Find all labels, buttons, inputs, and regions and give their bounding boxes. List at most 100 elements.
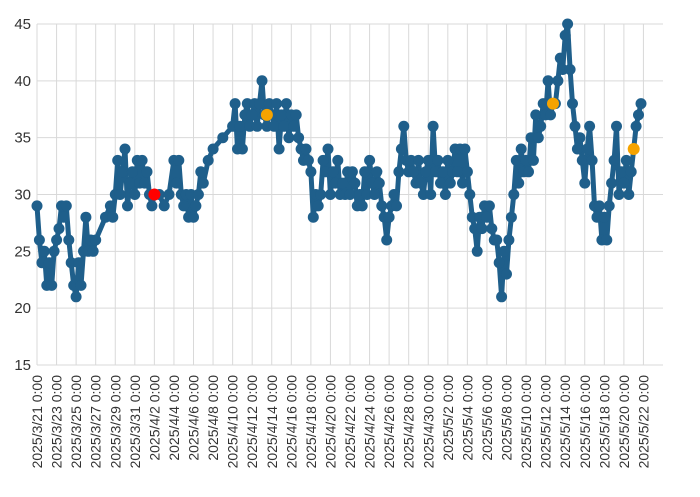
data-point — [435, 177, 446, 189]
x-tick-label: 2025/4/20 0:00 — [322, 375, 338, 469]
x-tick-label: 2025/4/28 0:00 — [401, 375, 417, 469]
x-axis: 2025/3/21 0:00 2025/3/23 0:00 2025/3/25 0:… — [29, 375, 651, 469]
data-point — [312, 200, 324, 212]
data-point — [523, 166, 534, 178]
data-point — [356, 200, 368, 212]
data-point — [337, 177, 349, 189]
x-tick-label: 2025/3/29 0:00 — [107, 375, 123, 469]
data-point — [633, 109, 644, 121]
data-point — [393, 166, 405, 178]
data-point — [136, 154, 148, 166]
data-point — [398, 120, 410, 132]
x-tick-label: 2025/4/30 0:00 — [420, 375, 436, 469]
data-point — [623, 189, 635, 200]
highlight-point — [627, 143, 640, 155]
data-point — [122, 200, 133, 212]
data-point — [615, 166, 627, 178]
data-point — [618, 177, 630, 189]
y-tick-label: 20 — [14, 300, 31, 317]
data-point — [505, 211, 517, 223]
x-tick-label: 2025/5/8 0:00 — [499, 375, 515, 461]
data-point — [278, 120, 290, 132]
data-point — [271, 98, 283, 110]
data-point — [229, 98, 241, 110]
data-point — [574, 132, 586, 144]
data-point — [576, 154, 588, 166]
data-point — [60, 200, 72, 212]
data-point — [80, 211, 92, 223]
data-point — [420, 166, 432, 178]
data-point — [70, 291, 82, 303]
x-tick-label: 2025/4/4 0:00 — [166, 375, 182, 461]
data-point — [327, 166, 339, 178]
x-tick-label: 2025/4/24 0:00 — [362, 375, 378, 469]
x-tick-label: 2025/4/16 0:00 — [283, 375, 299, 469]
data-point — [625, 166, 637, 178]
data-point — [190, 200, 202, 212]
highlight-point — [148, 188, 161, 201]
data-point — [603, 200, 615, 212]
data-point — [33, 234, 45, 246]
data-point — [635, 98, 647, 110]
data-point — [391, 200, 402, 212]
data-point — [234, 120, 246, 132]
data-point — [486, 223, 498, 235]
data-point — [207, 143, 219, 155]
data-point — [606, 177, 618, 189]
data-point — [442, 154, 454, 166]
data-point — [114, 189, 126, 200]
x-tick-label: 2025/5/10 0:00 — [518, 375, 534, 469]
data-point — [457, 177, 468, 189]
data-point — [322, 143, 334, 155]
data-point — [569, 120, 581, 132]
data-point — [476, 223, 488, 235]
data-point — [63, 234, 75, 246]
data-point — [581, 143, 593, 155]
data-point — [439, 189, 451, 200]
data-point — [408, 166, 420, 178]
data-point — [53, 223, 65, 235]
data-point — [483, 200, 495, 212]
x-tick-label: 2025/3/21 0:00 — [29, 375, 45, 469]
data-point — [425, 189, 437, 200]
x-tick-label: 2025/4/22 0:00 — [342, 375, 358, 469]
data-point — [141, 166, 153, 178]
data-point — [188, 211, 199, 223]
highlight-point — [547, 97, 559, 110]
data-point — [197, 177, 209, 189]
data-point — [58, 211, 70, 223]
data-point — [364, 154, 376, 166]
data-point — [552, 75, 564, 87]
data-point — [124, 177, 136, 189]
data-point — [464, 189, 476, 200]
data-point — [170, 177, 182, 189]
data-point — [586, 154, 598, 166]
data-point — [300, 143, 312, 155]
data-point — [388, 189, 400, 200]
data-point — [503, 234, 515, 246]
data-point — [332, 154, 344, 166]
data-point — [302, 154, 314, 166]
data-point — [290, 109, 302, 121]
data-point — [254, 98, 265, 110]
data-point — [51, 234, 63, 246]
data-point — [584, 120, 596, 132]
data-point — [256, 75, 268, 87]
data-point — [513, 177, 525, 189]
data-point — [293, 132, 305, 144]
data-point — [129, 189, 141, 200]
x-tick-label: 2025/4/2 0:00 — [146, 375, 162, 461]
x-tick-label: 2025/5/18 0:00 — [596, 375, 612, 469]
data-point — [630, 120, 642, 132]
data-point — [620, 154, 632, 166]
data-point — [317, 154, 329, 166]
data-point — [315, 189, 327, 200]
data-point — [369, 189, 380, 200]
data-point — [178, 200, 190, 212]
data-point — [268, 120, 280, 132]
data-point — [346, 166, 358, 178]
data-point — [305, 166, 317, 178]
data-point — [545, 109, 556, 121]
data-point — [413, 154, 424, 166]
